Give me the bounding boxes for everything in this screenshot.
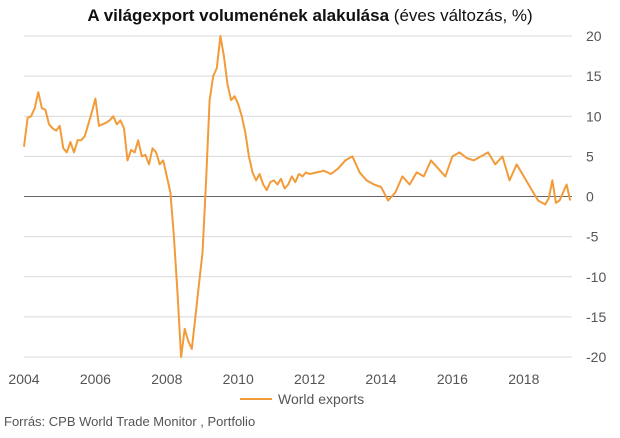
x-tick-label: 2016 bbox=[437, 371, 468, 387]
x-tick-label: 2004 bbox=[8, 371, 39, 387]
source-note: Forrás: CPB World Trade Monitor , Portfo… bbox=[4, 414, 256, 429]
chart-title-suffix: (éves változás, %) bbox=[393, 6, 533, 25]
y-tick-label: 0 bbox=[586, 189, 594, 205]
y-tick-label: 5 bbox=[586, 148, 594, 164]
chart-title-main: A világexport volumenének alakulása bbox=[87, 6, 390, 25]
legend-label: World exports bbox=[278, 391, 364, 407]
x-tick-label: 2014 bbox=[365, 371, 396, 387]
x-tick-label: 2018 bbox=[508, 371, 539, 387]
y-tick-label: 15 bbox=[586, 68, 602, 84]
chart-title: A világexport volumenének alakulása (éve… bbox=[0, 6, 620, 26]
y-tick-label: -15 bbox=[586, 309, 606, 325]
y-tick-label: -10 bbox=[586, 269, 606, 285]
y-tick-label: -20 bbox=[586, 349, 606, 365]
series-line-0 bbox=[23, 35, 572, 358]
x-tick-label: 2010 bbox=[223, 371, 254, 387]
x-tick-label: 2006 bbox=[80, 371, 111, 387]
y-tick-label: 20 bbox=[586, 28, 602, 44]
y-tick-label: -5 bbox=[586, 229, 599, 245]
y-tick-label: 10 bbox=[586, 108, 602, 124]
x-tick-label: 2008 bbox=[151, 371, 182, 387]
x-tick-label: 2012 bbox=[294, 371, 325, 387]
